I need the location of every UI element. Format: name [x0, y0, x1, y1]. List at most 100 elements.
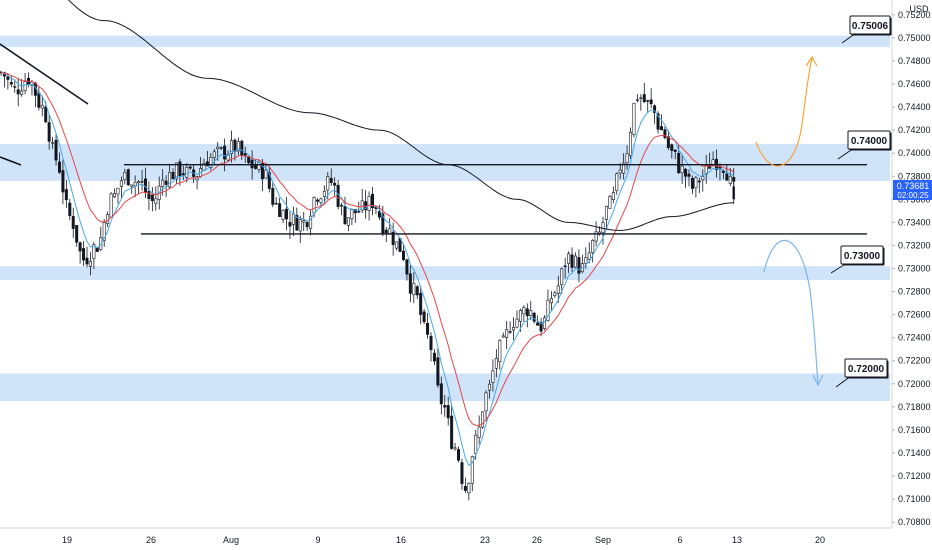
y-tick-label: 0.74800 [898, 56, 931, 66]
candle [61, 159, 65, 205]
candle-body-down [164, 180, 168, 185]
x-tick-label: 20 [815, 535, 825, 545]
candle [625, 145, 629, 170]
candle [240, 139, 244, 160]
candle-body-down [247, 156, 251, 164]
candle [457, 446, 461, 463]
candle [525, 303, 529, 328]
candle [491, 359, 495, 392]
candle-body-down [690, 178, 694, 189]
y-tick-label: 0.75200 [898, 10, 931, 20]
candle [460, 459, 464, 490]
candle-body-up [635, 99, 639, 101]
candle [13, 79, 17, 93]
candle-body-up [611, 192, 615, 200]
candle [649, 88, 653, 109]
x-tick-label: Aug [223, 535, 239, 545]
candle-body-down [570, 254, 574, 268]
candle-body-down [44, 106, 48, 123]
candle [302, 211, 306, 232]
candlesticks [0, 70, 736, 501]
candle [570, 247, 574, 272]
candle [401, 243, 405, 262]
candle [539, 317, 543, 337]
time-axis: 19 26 Aug 9 16 23 26 Sep 6 13 20 [0, 527, 892, 545]
candle-body-down [240, 140, 244, 156]
candle [274, 197, 278, 205]
candle-body-up [618, 169, 622, 174]
candle-body-down [260, 163, 264, 180]
candle-body-down [274, 203, 278, 205]
candle [580, 254, 584, 274]
candle-body-down [329, 178, 333, 183]
candle-body-up [302, 220, 306, 223]
candle [463, 477, 467, 493]
candle [181, 165, 185, 181]
candle [350, 209, 354, 226]
candle [264, 163, 268, 179]
candle [322, 185, 326, 204]
candle [611, 186, 615, 204]
candle-body-up [512, 327, 516, 331]
candle-body-down [422, 311, 426, 323]
candle-body-down [432, 352, 436, 362]
candle [119, 176, 123, 199]
candle-body-up [518, 310, 522, 322]
label-text: 0.74000 [851, 136, 888, 147]
candle-body-up [604, 205, 608, 220]
candle [501, 332, 505, 338]
candle [663, 126, 667, 140]
candle [563, 257, 567, 279]
moving-averages [0, 0, 734, 467]
candle [670, 143, 674, 159]
candle-body-up [123, 171, 127, 181]
candle-body-up [481, 411, 485, 428]
candle-body-down [75, 225, 79, 243]
countdown-label: 02:00:25 [897, 191, 929, 200]
candle-body-down [563, 265, 567, 267]
price-tag-background [893, 179, 932, 200]
candle-body-up [216, 146, 220, 149]
x-tick-label: 6 [677, 535, 682, 545]
bullish-arrowhead [805, 55, 818, 67]
candle [16, 77, 20, 107]
candle-body-up [573, 255, 577, 268]
y-tick-label: 0.71600 [898, 425, 931, 435]
candle [477, 415, 481, 445]
candle-body-down [126, 169, 130, 186]
candle-body-down [171, 171, 175, 180]
candle [470, 455, 474, 492]
candle [419, 285, 423, 325]
candle [680, 154, 684, 184]
candle-body-down [415, 286, 419, 296]
candle [512, 317, 516, 341]
candle-body-up [88, 260, 92, 267]
candle-body-down [408, 273, 412, 294]
y-tick-label: 0.72200 [898, 356, 931, 366]
candle-body-down [439, 383, 443, 405]
candle-body-up [168, 172, 172, 188]
y-tick-label: 0.73400 [898, 217, 931, 227]
candle [85, 246, 89, 268]
candle [343, 196, 347, 225]
candle-body-up [229, 140, 233, 154]
y-tick-label: 0.71400 [898, 448, 931, 458]
candle [481, 411, 485, 429]
candle-body-down [725, 173, 729, 181]
candle [450, 403, 454, 450]
candle [102, 218, 106, 247]
candle-body-down [181, 173, 185, 176]
bearish-arrow [763, 239, 819, 385]
candle [697, 177, 701, 194]
candle [560, 267, 564, 294]
candle [236, 137, 240, 156]
zone-0.74000 [0, 143, 890, 181]
candle-body-down [6, 76, 10, 80]
candle-body-up [185, 166, 189, 178]
candle [553, 290, 557, 298]
candle-body-up [505, 329, 509, 338]
candle-body-up [560, 268, 564, 285]
candle [422, 308, 426, 325]
